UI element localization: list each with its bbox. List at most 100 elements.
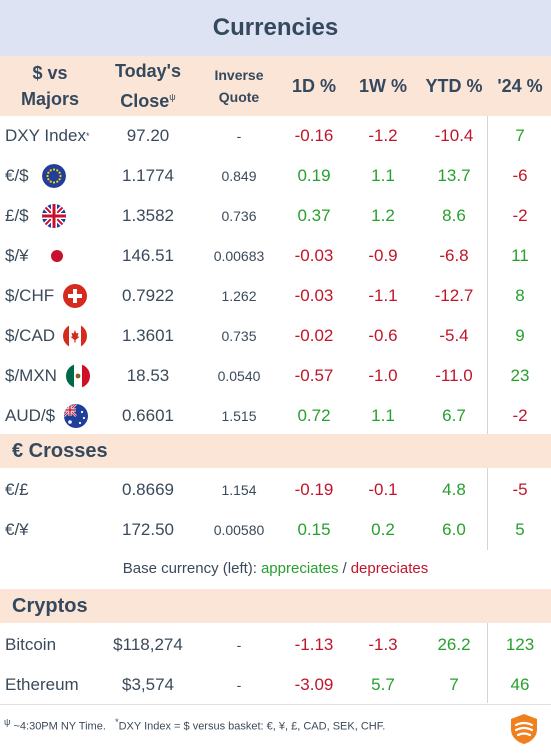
close-value: 146.51 bbox=[122, 246, 174, 265]
note-separator: / bbox=[342, 559, 347, 577]
change-1d: -0.03 bbox=[294, 286, 334, 305]
pair-label: DXY Index * bbox=[5, 126, 90, 145]
table-row: AUD/$ 0.6601 1.515 0.72 1.1 6.7 -2 bbox=[0, 396, 551, 436]
change-1w: -1.0 bbox=[368, 366, 398, 385]
change-1w: -0.9 bbox=[368, 246, 398, 265]
change-1d: -1.13 bbox=[294, 635, 334, 654]
change-ytd: 8.6 bbox=[442, 206, 466, 225]
inverse-quote: 1.515 bbox=[221, 408, 257, 424]
change-2024: -2 bbox=[512, 206, 528, 225]
close-value: $118,274 bbox=[113, 635, 183, 654]
footer: ψ ~4:30PM NY Time. *DXY Index = $ versus… bbox=[0, 704, 551, 754]
header-inverse-line1: Inverse bbox=[214, 67, 264, 83]
table-row: $/CAD 1.3601 0.735 -0.02 -0.6 -5.4 9 bbox=[0, 316, 551, 356]
footer-sym1: ψ bbox=[4, 717, 11, 727]
pair-label: $/CHF bbox=[5, 286, 55, 305]
change-2024: 7 bbox=[515, 126, 525, 145]
footer-sym2: * bbox=[115, 717, 119, 727]
close-value: 1.3601 bbox=[122, 326, 174, 345]
header-1d: 1D % bbox=[291, 76, 336, 96]
header-ytd: YTD % bbox=[425, 76, 483, 96]
close-value: 172.50 bbox=[122, 520, 174, 539]
close-value: 1.1774 bbox=[122, 166, 174, 185]
change-1w: 1.1 bbox=[371, 166, 395, 185]
change-1w: -1.3 bbox=[368, 635, 398, 654]
column-divider bbox=[487, 116, 488, 434]
table-row: DXY Index * 97.20 - -0.16 -1.2 -10.4 7 bbox=[0, 116, 551, 156]
inverse-quote: 0.849 bbox=[221, 168, 257, 184]
header-close-line1: Today's bbox=[115, 61, 181, 81]
inverse-quote: - bbox=[236, 128, 242, 144]
mexico-flag-icon bbox=[66, 364, 90, 388]
change-ytd: 13.7 bbox=[437, 166, 471, 185]
header-pair: $ vs Majors bbox=[0, 56, 100, 116]
change-1w: 1.1 bbox=[371, 406, 395, 425]
header-pair-line1: $ vs bbox=[32, 63, 68, 83]
change-1d: -0.03 bbox=[294, 246, 334, 265]
inverse-quote: 0.0540 bbox=[217, 368, 261, 384]
pair-label: €/$ bbox=[5, 166, 29, 185]
close-value: 97.20 bbox=[126, 126, 170, 145]
change-1d: 0.72 bbox=[297, 406, 331, 425]
swiss-flag-icon bbox=[63, 284, 87, 308]
change-1w: -1.2 bbox=[368, 126, 398, 145]
pair-label: $/MXN bbox=[5, 366, 57, 385]
footer-text1: ~4:30PM NY Time. bbox=[10, 720, 106, 733]
change-ytd: -12.7 bbox=[434, 286, 474, 305]
inverse-quote: 0.735 bbox=[221, 328, 257, 344]
title-bar: Currencies bbox=[0, 0, 551, 56]
header-1w: 1W % bbox=[358, 76, 407, 96]
cryptos-title: Cryptos bbox=[12, 594, 88, 617]
inverse-quote: 0.00683 bbox=[213, 248, 265, 264]
change-1d: -0.16 bbox=[294, 126, 334, 145]
change-2024: 46 bbox=[510, 675, 530, 694]
crosses-title: € Crosses bbox=[12, 439, 108, 462]
change-ytd: -5.4 bbox=[439, 326, 469, 345]
change-ytd: 6.0 bbox=[442, 520, 466, 539]
header-2024: '24 % bbox=[497, 76, 543, 96]
close-value: 0.7922 bbox=[122, 286, 174, 305]
inverse-quote: - bbox=[236, 637, 242, 653]
change-1d: -0.57 bbox=[294, 366, 334, 385]
footer-text: ψ ~4:30PM NY Time. *DXY Index = $ versus… bbox=[4, 717, 385, 733]
change-2024: 5 bbox=[515, 520, 525, 539]
table-row: $/MXN 18.53 0.0540 -0.57 -1.0 -11.0 23 bbox=[0, 356, 551, 396]
change-1d: -0.19 bbox=[294, 480, 334, 499]
change-ytd: 7 bbox=[449, 675, 459, 694]
change-1w: 0.2 bbox=[371, 520, 395, 539]
change-ytd: 4.8 bbox=[442, 480, 466, 499]
pair-label: Bitcoin bbox=[5, 635, 57, 654]
canada-flag-icon bbox=[63, 324, 87, 348]
change-1d: 0.15 bbox=[297, 520, 331, 539]
header-close-line2: Close bbox=[120, 91, 170, 111]
japan-flag-icon bbox=[45, 244, 69, 268]
table-header: $ vs Majors Today's Closeψ Inverse Quote 1D… bbox=[0, 56, 551, 116]
close-value: 1.3582 bbox=[122, 206, 174, 225]
change-ytd: -10.4 bbox=[434, 126, 474, 145]
table-row: $/¥ 146.51 0.00683 -0.03 -0.9 -6.8 11 bbox=[0, 236, 551, 276]
change-1w: 5.7 bbox=[371, 675, 395, 694]
cryptos-section-header: Cryptos bbox=[0, 589, 551, 623]
table-row: $/CHF 0.7922 1.262 -0.03 -1.1 -12.7 8 bbox=[0, 276, 551, 316]
page-title: Currencies bbox=[212, 14, 339, 41]
eu-flag-icon bbox=[42, 164, 66, 188]
header-close: Today's Closeψ bbox=[100, 56, 196, 116]
table-row: Ethereum $3,574 - -3.09 5.7 7 46 bbox=[0, 665, 551, 705]
change-2024: -6 bbox=[512, 166, 528, 185]
table-row: Bitcoin $118,274 - -1.13 -1.3 26.2 123 bbox=[0, 625, 551, 665]
pair-label: AUD/$ bbox=[5, 406, 56, 425]
change-2024: 11 bbox=[511, 246, 529, 265]
inverse-quote: - bbox=[236, 677, 242, 693]
crosses-section-header: € Crosses bbox=[0, 434, 551, 468]
change-1d: 0.37 bbox=[297, 206, 331, 225]
inverse-quote: 0.736 bbox=[221, 208, 257, 224]
close-value: $3,574 bbox=[122, 675, 174, 694]
close-value: 18.53 bbox=[126, 366, 170, 385]
header-inverse-line2: Quote bbox=[218, 89, 260, 105]
header-inverse: Inverse Quote bbox=[200, 56, 278, 116]
note-prefix: Base currency (left): bbox=[122, 559, 257, 577]
label-sup: * bbox=[85, 131, 90, 141]
change-ytd: -11.0 bbox=[435, 366, 473, 385]
inverse-quote: 1.262 bbox=[221, 288, 257, 304]
note-appreciates: appreciates bbox=[260, 559, 339, 577]
